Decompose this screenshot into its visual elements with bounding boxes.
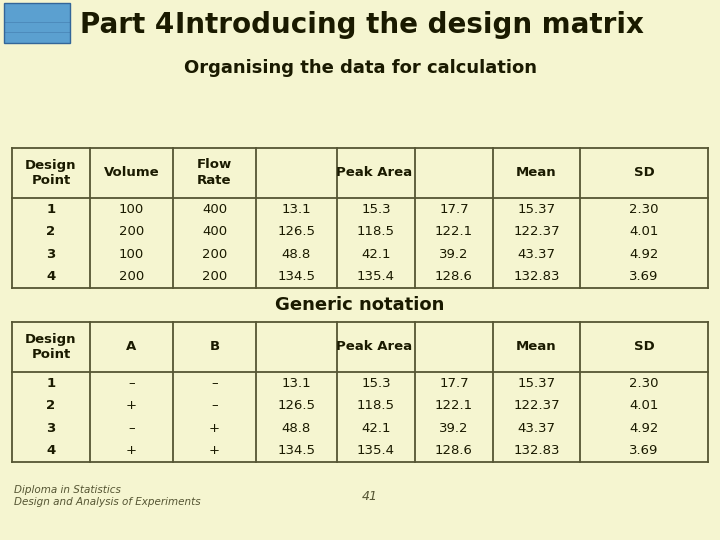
Text: 2: 2 <box>46 399 55 412</box>
Text: B: B <box>210 341 220 354</box>
Text: 17.7: 17.7 <box>439 202 469 216</box>
Text: 17.7: 17.7 <box>439 377 469 390</box>
Text: Mean: Mean <box>516 341 557 354</box>
Text: 134.5: 134.5 <box>277 444 315 457</box>
Text: 41: 41 <box>362 489 378 503</box>
Text: 48.8: 48.8 <box>282 422 311 435</box>
Text: 48.8: 48.8 <box>282 248 311 261</box>
Text: 200: 200 <box>119 225 144 238</box>
Text: 122.1: 122.1 <box>435 399 473 412</box>
Text: 42.1: 42.1 <box>361 422 391 435</box>
Text: 128.6: 128.6 <box>435 444 473 457</box>
Text: +: + <box>209 444 220 457</box>
Text: Design
Point: Design Point <box>25 159 77 187</box>
Text: 135.4: 135.4 <box>357 444 395 457</box>
Text: 118.5: 118.5 <box>357 225 395 238</box>
Text: 4: 4 <box>46 270 55 284</box>
Text: 42.1: 42.1 <box>361 248 391 261</box>
Text: Mean: Mean <box>516 166 557 179</box>
Text: Volume: Volume <box>104 166 159 179</box>
Text: 200: 200 <box>202 270 227 284</box>
FancyBboxPatch shape <box>4 3 70 43</box>
Text: 43.37: 43.37 <box>518 422 556 435</box>
Text: 126.5: 126.5 <box>277 225 315 238</box>
Text: SD: SD <box>634 341 654 354</box>
Text: 3: 3 <box>46 248 55 261</box>
Text: 132.83: 132.83 <box>513 270 559 284</box>
Text: 118.5: 118.5 <box>357 399 395 412</box>
Text: 1: 1 <box>46 202 55 216</box>
Text: –: – <box>128 377 135 390</box>
Text: 3.69: 3.69 <box>629 444 659 457</box>
Text: 200: 200 <box>119 270 144 284</box>
Text: 4: 4 <box>46 444 55 457</box>
Text: 15.37: 15.37 <box>518 377 556 390</box>
Text: 135.4: 135.4 <box>357 270 395 284</box>
Text: –: – <box>211 377 218 390</box>
Text: Organising the data for calculation: Organising the data for calculation <box>184 59 536 77</box>
Text: 4.92: 4.92 <box>629 248 659 261</box>
Text: Part 4: Part 4 <box>80 11 174 39</box>
Text: 122.37: 122.37 <box>513 225 560 238</box>
Text: Diploma in Statistics: Diploma in Statistics <box>14 485 121 495</box>
Text: A: A <box>127 341 137 354</box>
Text: 126.5: 126.5 <box>277 399 315 412</box>
Text: 400: 400 <box>202 225 227 238</box>
Text: 4.01: 4.01 <box>629 225 659 238</box>
Text: 122.37: 122.37 <box>513 399 560 412</box>
Text: 13.1: 13.1 <box>282 377 311 390</box>
Text: 15.3: 15.3 <box>361 377 391 390</box>
Text: 122.1: 122.1 <box>435 225 473 238</box>
Text: Design and Analysis of Experiments: Design and Analysis of Experiments <box>14 497 201 507</box>
Text: +: + <box>126 444 137 457</box>
Text: Generic notation: Generic notation <box>275 296 445 314</box>
Text: 132.83: 132.83 <box>513 444 559 457</box>
Text: 2: 2 <box>46 225 55 238</box>
Text: 400: 400 <box>202 202 227 216</box>
Text: Peak Area: Peak Area <box>336 341 413 354</box>
Text: Flow
Rate: Flow Rate <box>197 159 232 187</box>
Text: Introducing the design matrix: Introducing the design matrix <box>175 11 644 39</box>
Text: 3: 3 <box>46 422 55 435</box>
Text: 43.37: 43.37 <box>518 248 556 261</box>
Text: 4.01: 4.01 <box>629 399 659 412</box>
Text: –: – <box>128 422 135 435</box>
Text: 15.3: 15.3 <box>361 202 391 216</box>
Text: 4.92: 4.92 <box>629 422 659 435</box>
Text: 13.1: 13.1 <box>282 202 311 216</box>
Text: 15.37: 15.37 <box>518 202 556 216</box>
Text: 100: 100 <box>119 248 144 261</box>
Text: 134.5: 134.5 <box>277 270 315 284</box>
Text: –: – <box>211 399 218 412</box>
Text: Peak Area: Peak Area <box>336 166 413 179</box>
Text: SD: SD <box>634 166 654 179</box>
Text: 39.2: 39.2 <box>439 248 469 261</box>
Text: +: + <box>126 399 137 412</box>
Text: 2.30: 2.30 <box>629 202 659 216</box>
Text: 39.2: 39.2 <box>439 422 469 435</box>
Text: Design
Point: Design Point <box>25 333 77 361</box>
Text: +: + <box>209 422 220 435</box>
Text: 100: 100 <box>119 202 144 216</box>
Text: 128.6: 128.6 <box>435 270 473 284</box>
Text: 1: 1 <box>46 377 55 390</box>
Text: 200: 200 <box>202 248 227 261</box>
Text: 3.69: 3.69 <box>629 270 659 284</box>
Text: 2.30: 2.30 <box>629 377 659 390</box>
